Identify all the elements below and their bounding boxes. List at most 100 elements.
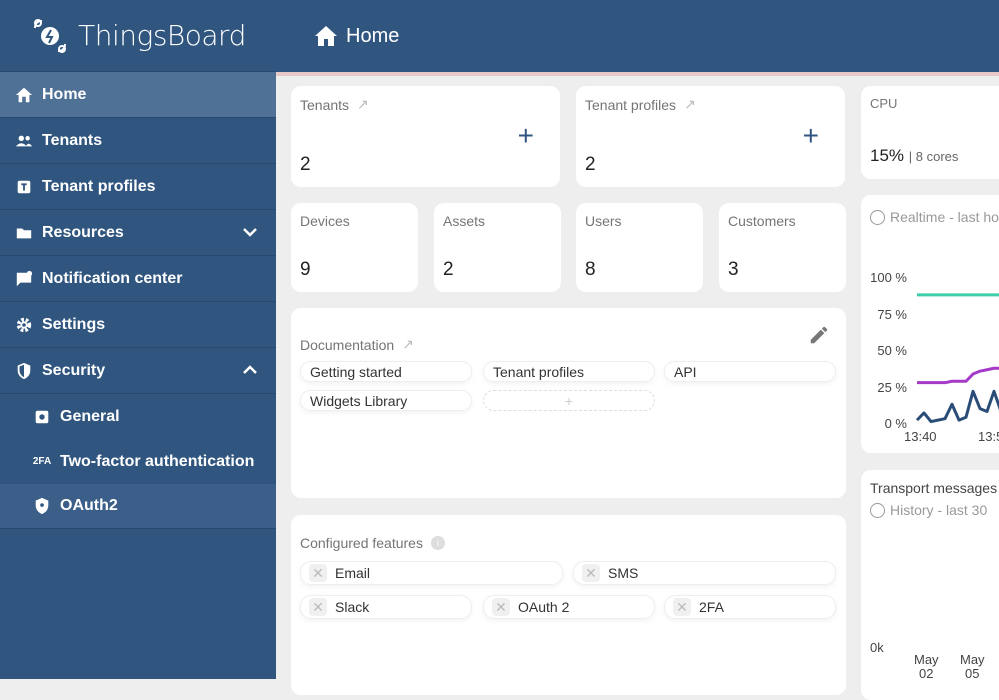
users-card[interactable]: Users 8 [576,203,703,292]
sidebar-item-resources[interactable]: Resources [0,210,276,256]
sidebar-item-home[interactable]: Home [0,72,276,118]
disabled-x-icon: ✕ [582,564,600,582]
sidebar-item-label: Notification center [42,269,183,287]
doc-link-widgets-library[interactable]: Widgets Library [300,390,472,411]
home-icon [315,26,337,46]
card-title: CPU [870,96,898,111]
info-icon[interactable]: i [430,536,445,550]
y-tick: 25 % [877,379,907,395]
add-link-button[interactable]: + [483,390,655,411]
logo-text: ThingsBoard [78,19,246,52]
sidebar-item-settings[interactable]: Settings [0,302,276,348]
sidebar-item-label: OAuth2 [60,497,118,514]
sidebar-item-label: Tenant profiles [42,177,156,195]
tenants-card[interactable]: Tenants ↗ + 2 [291,86,560,187]
2fa-icon: 2FA [32,456,52,467]
documentation-card: Documentation ↗ Getting started Tenant pr… [291,308,846,498]
gear-icon [14,315,34,335]
sidebar-item-label: Tenants [42,131,103,149]
feature-2fa: ✕ 2FA [664,595,836,619]
card-title: Configured features [300,535,423,551]
timewindow-label[interactable]: Realtime - last ho [890,209,999,225]
x-tick: May 05 [960,652,985,681]
feature-label: 2FA [699,599,724,615]
card-value: 2 [300,154,311,175]
card-title: Assets [443,213,486,229]
card-value: 2 [585,154,596,175]
shield-icon [14,361,34,381]
gear-box-icon [32,407,52,427]
page-title: Home [346,24,400,47]
assets-card[interactable]: Assets 2 [434,203,561,292]
devices-card[interactable]: Devices 9 [291,203,418,292]
clock-icon [870,502,885,518]
sidebar-item-label: Settings [42,315,106,333]
sidebar-item-label: Two-factor authentication [60,452,255,470]
divider [276,72,999,76]
customers-card[interactable]: Customers 3 [719,203,846,292]
configured-features-card: Configured features i ✕ Email ✕ SMS ✕ Slack … [291,515,846,695]
sidebar: ThingsBoard Home Tenants Tenant profiles Re… [0,0,276,679]
sidebar-item-tenants[interactable]: Tenants [0,118,276,164]
feature-email: ✕ Email [300,561,563,585]
open-arrow-icon[interactable]: ↗ [684,96,696,112]
disabled-x-icon: ✕ [673,598,691,616]
y-tick: 50 % [877,343,907,358]
feature-slack: ✕ Slack [300,595,472,619]
doc-link-getting-started[interactable]: Getting started [300,361,472,382]
sidebar-item-label: Home [42,85,87,103]
card-value: 3 [728,259,739,280]
feature-label: Email [335,565,371,581]
shield-lock-icon [32,496,52,516]
card-title: Transport messages [870,480,998,496]
sidebar-item-oauth2[interactable]: OAuth2 [0,484,276,529]
chevron-up-icon[interactable] [242,362,258,378]
disabled-x-icon: ✕ [492,598,510,616]
x-tick: 13:5 [978,429,999,444]
realtime-chart-card: Realtime - last ho 100 % 75 % 50 % 25 % 0 % … [861,195,999,453]
add-tenant-profile-button[interactable]: + [802,120,819,151]
people-icon [14,131,34,151]
top-bar: Home [276,0,999,72]
clock-icon [870,209,885,225]
sidebar-item-two-factor-authentication[interactable]: 2FA Two-factor authentication [0,439,276,484]
chevron-down-icon[interactable] [242,224,258,240]
sidebar-item-label: Security [42,361,106,379]
add-tenant-button[interactable]: + [517,120,534,151]
sidebar-item-notification-center[interactable]: Notification center [0,256,276,302]
home-icon [14,85,34,105]
y-tick: 0k [870,640,884,655]
sidebar-item-label: Resources [42,223,124,241]
doc-link-tenant-profiles[interactable]: Tenant profiles [483,361,655,382]
feature-sms: ✕ SMS [573,561,836,585]
doc-link-api[interactable]: API [664,361,836,382]
y-tick: 100 % [870,270,907,285]
card-value: 2 [443,259,454,280]
y-tick: 75 % [877,306,907,322]
card-title: Tenant profiles [585,96,677,113]
tenant-profile-icon [14,177,34,197]
sidebar-item-tenant-profiles[interactable]: Tenant profiles [0,164,276,210]
disabled-x-icon: ✕ [309,564,327,582]
folder-icon [14,223,34,243]
card-title: Customers [728,213,796,229]
timewindow-label[interactable]: History - last 30 [890,502,988,518]
x-tick: May 02 [914,652,939,681]
transport-messages-card: Transport messages History - last 30 0k … [861,470,999,700]
disabled-x-icon: ✕ [309,598,327,616]
cpu-chart [915,293,999,424]
sidebar-item-label: General [60,407,120,425]
notification-icon [14,269,34,289]
edit-pencil-icon[interactable] [808,324,830,346]
card-title: Documentation [300,336,395,353]
series-line-1 [917,366,999,385]
card-title: Devices [300,213,350,229]
tenant-profiles-card[interactable]: Tenant profiles ↗ + 2 [576,86,845,187]
open-arrow-icon[interactable]: ↗ [402,336,414,352]
feature-label: OAuth 2 [518,599,570,615]
cpu-card[interactable]: CPU 15% | 8 cores [861,86,999,179]
open-arrow-icon[interactable]: ↗ [357,96,369,112]
sidebar-item-general[interactable]: General [0,394,276,439]
logo[interactable]: ThingsBoard [0,0,276,72]
sidebar-item-security[interactable]: Security [0,348,276,394]
